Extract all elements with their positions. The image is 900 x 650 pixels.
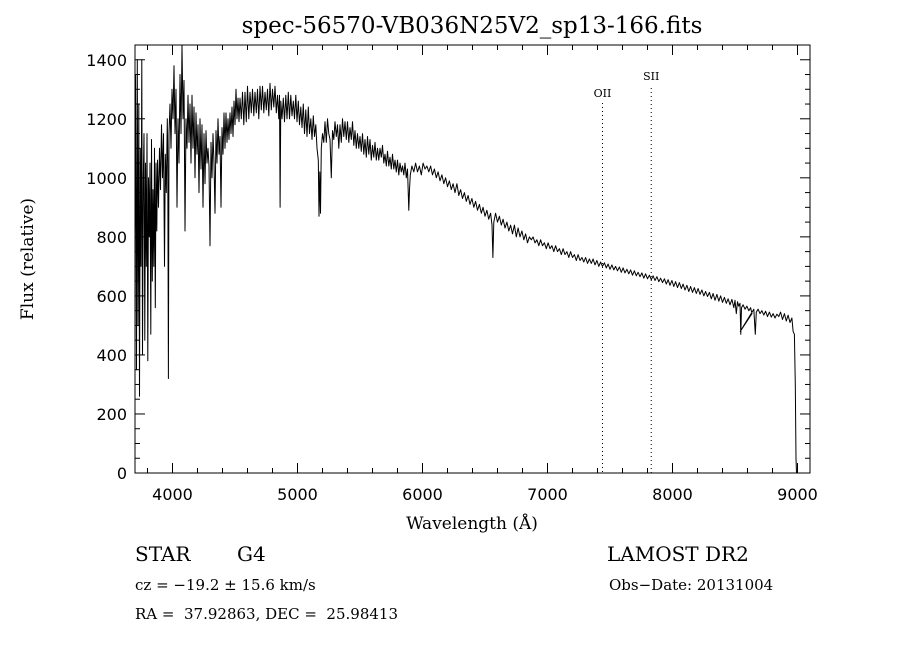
y-tick-label: 200 [96,405,127,424]
spectrum-line [134,44,797,474]
x-tick-label: 4000 [152,485,193,504]
redshift-cz: cz = −19.2 ± 15.6 km/s [135,576,316,594]
y-tick-label: 0 [117,464,127,483]
sky-coordinates: RA = 37.92863, DEC = 25.98413 [135,605,399,623]
x-tick-label: 7000 [527,485,568,504]
y-tick-label: 1000 [86,169,127,188]
x-tick-label: 9000 [777,485,818,504]
line-annotations: OII SII [594,70,659,473]
axis-ticks: 4000 5000 6000 7000 8000 9000 0 200 400 600 800 100… [86,44,818,504]
y-axis-label: Flux (relative) [18,198,38,320]
y-tick-label: 600 [96,287,127,306]
x-tick-label: 6000 [402,485,443,504]
object-subclass: G4 [237,542,266,566]
x-tick-label: 5000 [277,485,318,504]
annotation-label: SII [643,70,659,83]
annotation-label: OII [594,87,612,100]
y-tick-label: 1400 [86,51,127,70]
x-tick-label: 8000 [652,485,693,504]
y-tick-label: 400 [96,346,127,365]
chart-title: spec-56570-VB036N25V2_sp13-166.fits [242,13,703,39]
observation-date: Obs−Date: 20131004 [609,576,774,594]
y-tick-label: 1200 [86,110,127,129]
y-tick-label: 800 [96,228,127,247]
object-class: STAR [135,542,191,566]
survey-name: LAMOST DR2 [607,542,749,566]
x-axis-label: Wavelength (Å) [406,513,538,534]
